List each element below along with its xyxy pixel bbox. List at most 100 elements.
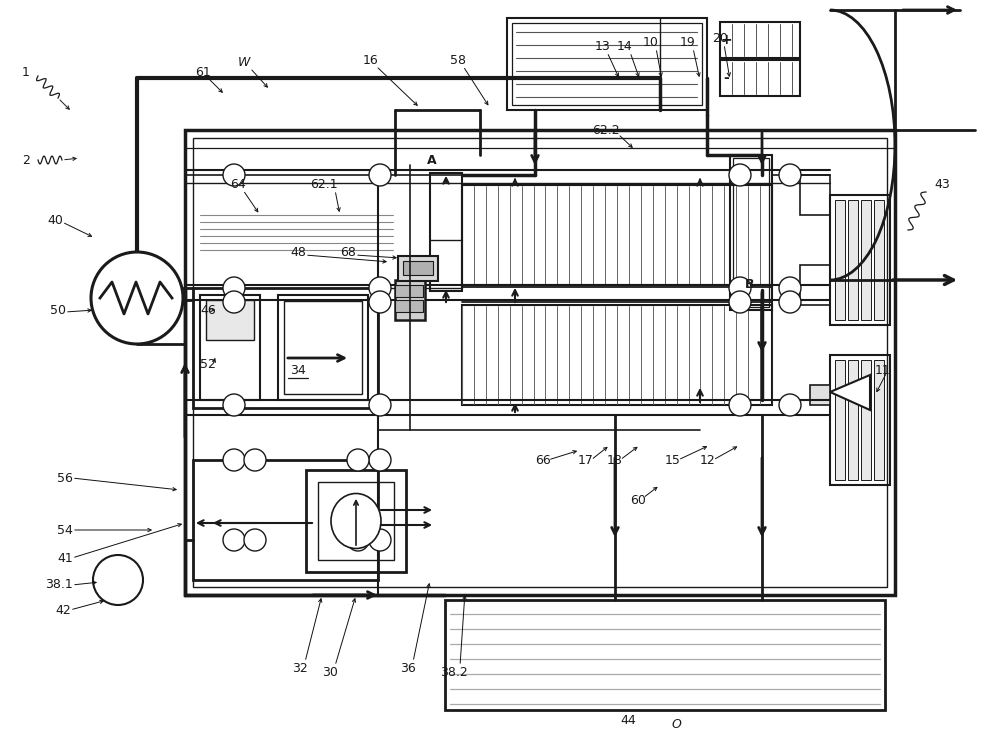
Text: 50: 50 (50, 304, 66, 317)
Bar (800, 175, 830, 215)
Circle shape (779, 277, 801, 299)
Bar (395, 300, 423, 312)
Text: 42: 42 (55, 603, 71, 617)
Circle shape (369, 277, 391, 299)
Bar (720, 60, 800, 96)
Text: 62.1: 62.1 (310, 179, 338, 192)
Text: 41: 41 (57, 551, 73, 565)
Text: 48: 48 (290, 246, 306, 259)
Bar (403, 261, 433, 275)
Text: 40: 40 (47, 213, 63, 226)
Circle shape (223, 291, 245, 313)
Text: 13: 13 (595, 39, 611, 53)
Text: 2: 2 (22, 154, 30, 167)
Text: 56: 56 (57, 471, 73, 485)
Bar (512, 23, 702, 105)
Bar (835, 200, 845, 320)
Bar (507, 18, 707, 110)
Bar (848, 200, 858, 320)
Circle shape (223, 394, 245, 416)
Bar (835, 360, 845, 480)
Bar (733, 158, 769, 307)
Text: 62.2: 62.2 (592, 124, 620, 136)
Text: 12: 12 (700, 453, 716, 467)
Circle shape (729, 394, 751, 416)
Circle shape (369, 529, 391, 551)
Bar (284, 301, 362, 394)
Text: 16: 16 (363, 54, 379, 66)
Bar (861, 360, 871, 480)
Text: W: W (238, 56, 250, 69)
Bar (462, 305, 772, 405)
Bar (800, 265, 830, 305)
Text: O: O (672, 719, 682, 731)
Text: 61: 61 (195, 66, 211, 78)
Text: 15: 15 (665, 453, 681, 467)
Text: 18: 18 (607, 453, 623, 467)
Bar (278, 295, 368, 400)
Circle shape (369, 394, 391, 416)
Text: +: + (720, 33, 732, 47)
Bar (810, 385, 830, 405)
Text: 38.2: 38.2 (440, 666, 468, 679)
Bar (462, 185, 772, 285)
Circle shape (347, 449, 369, 471)
Circle shape (779, 291, 801, 313)
Text: 44: 44 (620, 713, 636, 727)
Text: 64: 64 (230, 179, 246, 192)
Text: 43: 43 (934, 179, 950, 192)
Text: 30: 30 (322, 666, 338, 679)
Bar (206, 300, 254, 340)
Bar (193, 460, 378, 580)
Bar (720, 22, 800, 58)
Text: 17: 17 (578, 453, 594, 467)
Bar (874, 360, 884, 480)
Circle shape (369, 291, 391, 313)
Text: 52: 52 (200, 358, 216, 372)
Text: 38.1: 38.1 (45, 578, 73, 591)
Text: 20: 20 (712, 32, 728, 44)
Circle shape (223, 277, 245, 299)
Circle shape (244, 529, 266, 551)
Circle shape (729, 164, 751, 186)
Bar (430, 173, 462, 291)
Bar (874, 200, 884, 320)
Text: 54: 54 (57, 523, 73, 537)
Text: A: A (427, 154, 437, 167)
Text: B: B (745, 278, 755, 292)
Text: 60: 60 (630, 494, 646, 507)
Text: 58: 58 (450, 54, 466, 66)
Bar (848, 360, 858, 480)
Bar (318, 482, 394, 560)
Bar (185, 130, 895, 595)
Circle shape (223, 449, 245, 471)
Circle shape (369, 449, 391, 471)
Bar (193, 288, 378, 408)
Bar (398, 256, 438, 281)
Bar (730, 155, 772, 310)
Text: 68: 68 (340, 246, 356, 259)
Circle shape (223, 529, 245, 551)
Polygon shape (830, 375, 870, 410)
Text: 66: 66 (535, 453, 551, 467)
Bar (395, 285, 423, 297)
Circle shape (779, 394, 801, 416)
Text: 10: 10 (643, 35, 659, 48)
Circle shape (223, 164, 245, 186)
Circle shape (347, 529, 369, 551)
Bar (861, 200, 871, 320)
Circle shape (244, 449, 266, 471)
Circle shape (729, 277, 751, 299)
Bar (830, 355, 890, 485)
Circle shape (93, 555, 143, 605)
Ellipse shape (331, 494, 381, 548)
Circle shape (369, 164, 391, 186)
Bar (395, 280, 425, 320)
Text: 34: 34 (290, 363, 306, 376)
Text: 14: 14 (617, 39, 633, 53)
Bar (193, 138, 887, 587)
Text: -: - (723, 71, 729, 85)
Text: 36: 36 (400, 661, 416, 675)
Bar (200, 295, 260, 400)
Circle shape (779, 164, 801, 186)
